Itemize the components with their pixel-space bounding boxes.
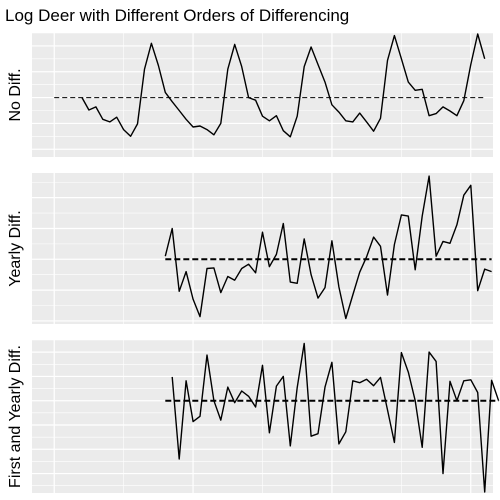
series-line — [164, 175, 492, 320]
chart-title: Log Deer with Different Orders of Differ… — [5, 6, 349, 25]
panel-grid — [32, 339, 493, 493]
series-line — [81, 33, 486, 138]
panel-3: First and Yearly Diff. — [7, 339, 500, 493]
panels: No Diff. Yearly Diff. First and Yearly Dif… — [7, 32, 500, 493]
series-line — [171, 342, 500, 493]
panel-grid — [32, 32, 493, 157]
panel-2: Yearly Diff. — [7, 173, 493, 324]
y-axis-label: No Diff. — [7, 68, 24, 121]
y-axis-label: Yearly Diff. — [7, 210, 24, 286]
y-axis-label: First and Yearly Diff. — [7, 345, 24, 488]
panel-1: No Diff. — [7, 32, 493, 157]
